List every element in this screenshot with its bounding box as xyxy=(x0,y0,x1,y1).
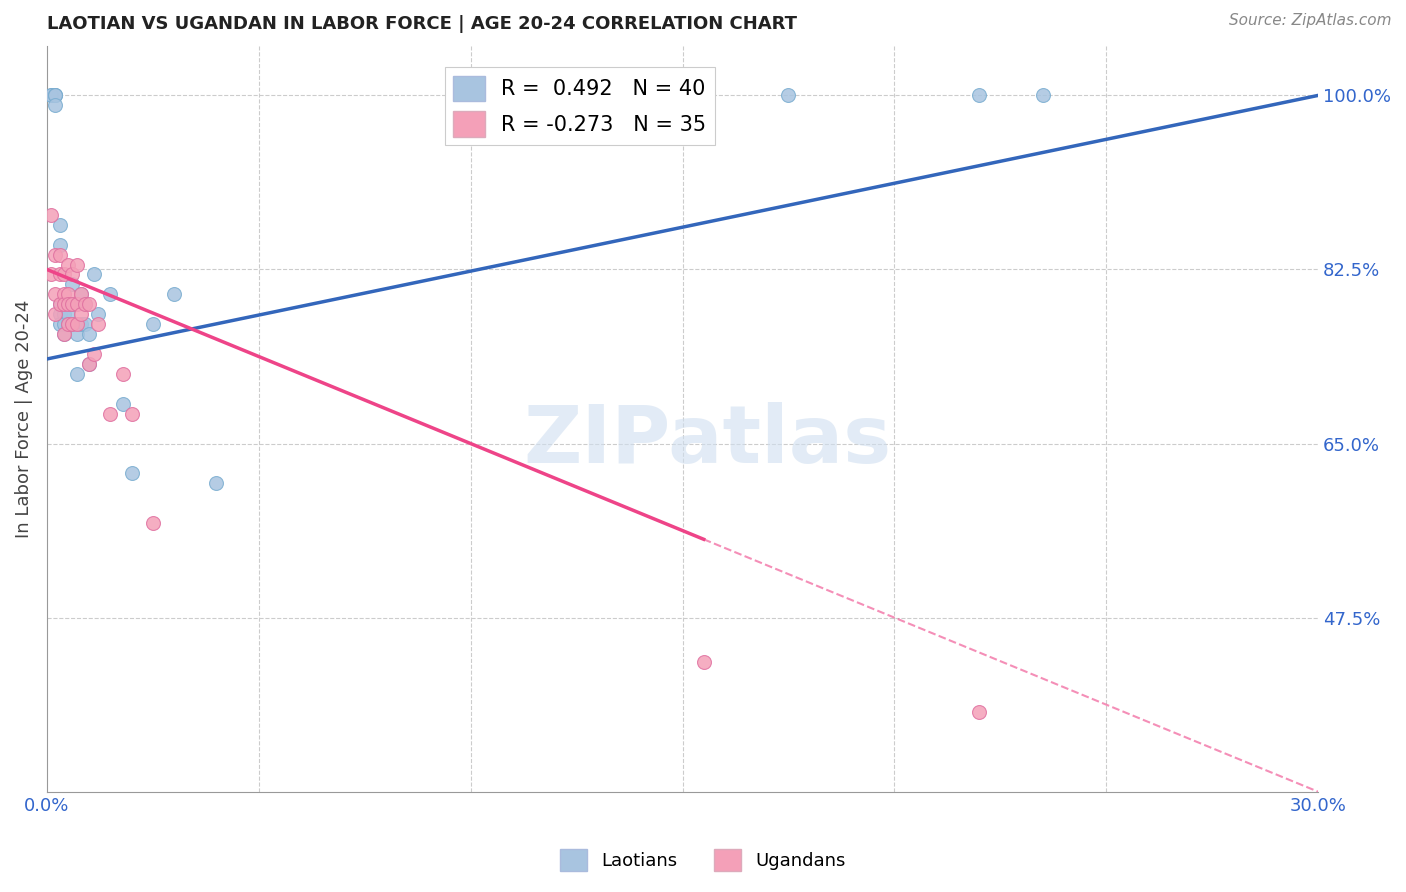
Point xyxy=(65,317,87,331)
Point xyxy=(48,297,70,311)
Point xyxy=(83,268,105,282)
Legend: Laotians, Ugandans: Laotians, Ugandans xyxy=(553,842,853,879)
Point xyxy=(52,307,75,321)
Point xyxy=(69,317,91,331)
Point xyxy=(60,317,83,331)
Point xyxy=(52,327,75,342)
Legend: R =  0.492   N = 40, R = -0.273   N = 35: R = 0.492 N = 40, R = -0.273 N = 35 xyxy=(446,67,714,145)
Point xyxy=(112,367,135,381)
Point xyxy=(205,476,228,491)
Point xyxy=(60,277,83,292)
Point xyxy=(52,287,75,301)
Point xyxy=(967,88,990,103)
Point xyxy=(60,268,83,282)
Point xyxy=(65,258,87,272)
Point xyxy=(52,268,75,282)
Point xyxy=(65,327,87,342)
Point xyxy=(100,407,122,421)
Point xyxy=(39,88,62,103)
Point xyxy=(778,88,800,103)
Point xyxy=(100,287,122,301)
Point xyxy=(52,297,75,311)
Point xyxy=(142,317,165,331)
Point xyxy=(73,297,96,311)
Point xyxy=(48,218,70,232)
Text: LAOTIAN VS UGANDAN IN LABOR FORCE | AGE 20-24 CORRELATION CHART: LAOTIAN VS UGANDAN IN LABOR FORCE | AGE … xyxy=(46,15,797,33)
Point xyxy=(77,297,100,311)
Point xyxy=(87,317,110,331)
Point xyxy=(692,656,714,670)
Point xyxy=(48,247,70,261)
Point xyxy=(39,268,62,282)
Point xyxy=(142,516,165,530)
Point xyxy=(83,347,105,361)
Point xyxy=(44,247,66,261)
Point xyxy=(73,297,96,311)
Point xyxy=(56,297,79,311)
Point xyxy=(48,237,70,252)
Point xyxy=(69,287,91,301)
Point xyxy=(48,307,70,321)
Point xyxy=(77,357,100,371)
Point xyxy=(44,287,66,301)
Y-axis label: In Labor Force | Age 20-24: In Labor Force | Age 20-24 xyxy=(15,300,32,538)
Point xyxy=(39,208,62,222)
Point xyxy=(65,297,87,311)
Point xyxy=(69,287,91,301)
Point xyxy=(65,367,87,381)
Point xyxy=(39,88,62,103)
Text: Source: ZipAtlas.com: Source: ZipAtlas.com xyxy=(1229,13,1392,29)
Point xyxy=(73,317,96,331)
Point xyxy=(44,98,66,112)
Point xyxy=(44,307,66,321)
Point xyxy=(52,327,75,342)
Text: ZIPatlas: ZIPatlas xyxy=(524,402,891,480)
Point xyxy=(56,307,79,321)
Point xyxy=(60,297,83,311)
Point xyxy=(121,467,143,481)
Point xyxy=(60,297,83,311)
Point xyxy=(44,88,66,103)
Point xyxy=(56,258,79,272)
Point xyxy=(56,317,79,331)
Point xyxy=(52,297,75,311)
Point xyxy=(967,705,990,719)
Point xyxy=(1032,88,1054,103)
Point xyxy=(121,407,143,421)
Point xyxy=(56,287,79,301)
Point xyxy=(48,317,70,331)
Point xyxy=(56,317,79,331)
Point xyxy=(44,88,66,103)
Point xyxy=(44,88,66,103)
Point xyxy=(48,268,70,282)
Point xyxy=(87,307,110,321)
Point xyxy=(163,287,186,301)
Point xyxy=(69,307,91,321)
Point xyxy=(77,357,100,371)
Point xyxy=(112,397,135,411)
Point xyxy=(48,297,70,311)
Point xyxy=(56,297,79,311)
Point xyxy=(60,317,83,331)
Point xyxy=(52,317,75,331)
Point xyxy=(77,327,100,342)
